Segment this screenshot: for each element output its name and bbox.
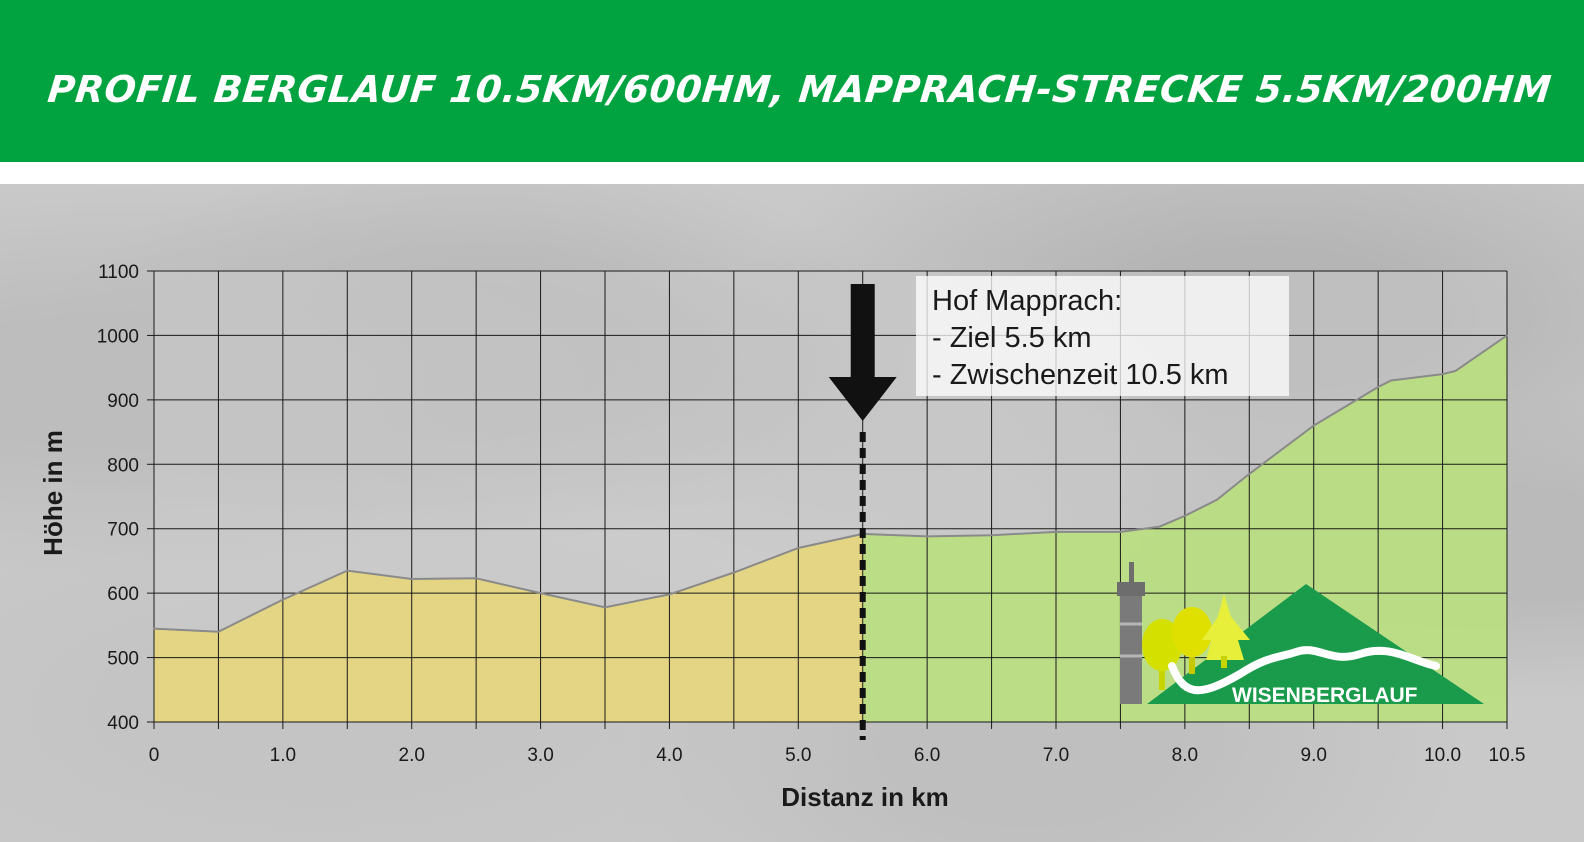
profile-point-1 <box>217 631 220 633</box>
y-tick-label-4: 800 <box>107 455 139 476</box>
profile-point-12 <box>926 535 928 538</box>
logo-road <box>1168 646 1440 695</box>
annotation-line-1: Hof Mapprach: <box>932 285 1122 317</box>
x-tick-label-16: 8.0 <box>1172 745 1198 766</box>
profile-point-22 <box>1390 379 1392 382</box>
logo-tower-mast <box>1129 562 1134 584</box>
logo-tree-trunk-1 <box>1159 660 1165 690</box>
y-tick-label-3: 700 <box>107 520 139 541</box>
logo-tree-trunk-3 <box>1221 656 1227 668</box>
profile-point-13 <box>990 534 993 536</box>
annotation-box: Hof Mapprach: - Ziel 5.5 km - Zwischenze… <box>916 276 1289 396</box>
profile-point-14 <box>1055 531 1057 533</box>
y-tick-label-7: 1100 <box>98 262 139 283</box>
y-tick-label-2: 600 <box>107 584 139 605</box>
y-tick-label-0: 400 <box>107 713 139 734</box>
profile-point-16 <box>1158 526 1160 528</box>
x-tick-label-6: 3.0 <box>527 745 553 766</box>
annotation-line-2: - Ziel 5.5 km <box>932 322 1092 354</box>
x-tick-label-0: 0 <box>149 745 160 766</box>
profile-point-7 <box>604 606 606 609</box>
logo-tower-top <box>1117 582 1145 596</box>
profile-point-0 <box>153 627 155 630</box>
y-tick-label-1: 500 <box>107 649 139 670</box>
x-tick-label-4: 2.0 <box>399 745 425 766</box>
header-banner: PROFIL BERGLAUF 10.5KM/600HM, MAPPRACH-S… <box>0 0 1584 162</box>
x-tick-label-10: 5.0 <box>785 745 811 766</box>
profile-point-21 <box>1377 386 1379 388</box>
logo-tree-2 <box>1172 607 1212 657</box>
x-tick-label-12: 6.0 <box>914 745 940 766</box>
profile-point-4 <box>410 578 413 580</box>
y-tick-label-5: 900 <box>107 391 139 412</box>
logo-text: WISENBERGLAUF <box>1232 684 1418 707</box>
profile-point-19 <box>1248 473 1251 475</box>
arrow-down-icon <box>828 377 897 421</box>
annotation-background <box>916 276 1289 396</box>
profile-point-17 <box>1184 515 1186 517</box>
profile-point-10 <box>797 547 800 549</box>
profile-point-2 <box>282 598 284 601</box>
profile-point-6 <box>539 592 542 594</box>
profile-point-20 <box>1312 424 1315 427</box>
profile-point-3 <box>346 569 349 572</box>
profile-point-9 <box>733 571 735 574</box>
logo-tree-3-tip <box>1202 608 1250 640</box>
x-tick-label-20: 10.0 <box>1424 745 1461 766</box>
wisenberglauf-logo: WISENBERGLAUF <box>1117 562 1484 707</box>
profile-point-8 <box>668 593 671 596</box>
logo-tower-body <box>1120 592 1142 704</box>
marks-layer <box>153 284 1508 740</box>
x-tick-label-8: 4.0 <box>656 745 682 766</box>
profile-point-24 <box>1454 370 1457 372</box>
profile-line <box>153 334 1508 633</box>
profile-point-15 <box>1119 531 1122 533</box>
logo-mountain <box>1147 584 1484 704</box>
profile-point-5 <box>475 577 477 580</box>
x-tick-labels: 0 1.0 2.0 3.0 4.0 5.0 6.0 7.0 8.0 9.0 10.0 10.5 <box>149 745 1526 766</box>
y-axis-title: Höhe in m <box>38 430 68 556</box>
profile-point-23 <box>1441 373 1444 375</box>
annotation-line-3: - Zwischenzeit 10.5 km <box>932 359 1229 391</box>
x-tick-label-21: 10.5 <box>1489 745 1526 766</box>
x-tick-label-14: 7.0 <box>1043 745 1069 766</box>
logo-tree-trunk-2 <box>1189 648 1195 674</box>
y-tick-label-6: 1000 <box>97 326 139 347</box>
x-tick-label-2: 1.0 <box>270 745 296 766</box>
area-fill-to-mapprach <box>154 533 863 722</box>
x-axis-title: Distanz in km <box>781 782 949 812</box>
arrow-shaft <box>850 284 875 380</box>
profile-point-18 <box>1216 498 1218 501</box>
y-tick-labels: 400 500 600 700 800 900 1000 1100 <box>97 262 139 734</box>
x-tick-label-18: 9.0 <box>1301 745 1327 766</box>
profile-point-25 <box>1506 334 1508 337</box>
